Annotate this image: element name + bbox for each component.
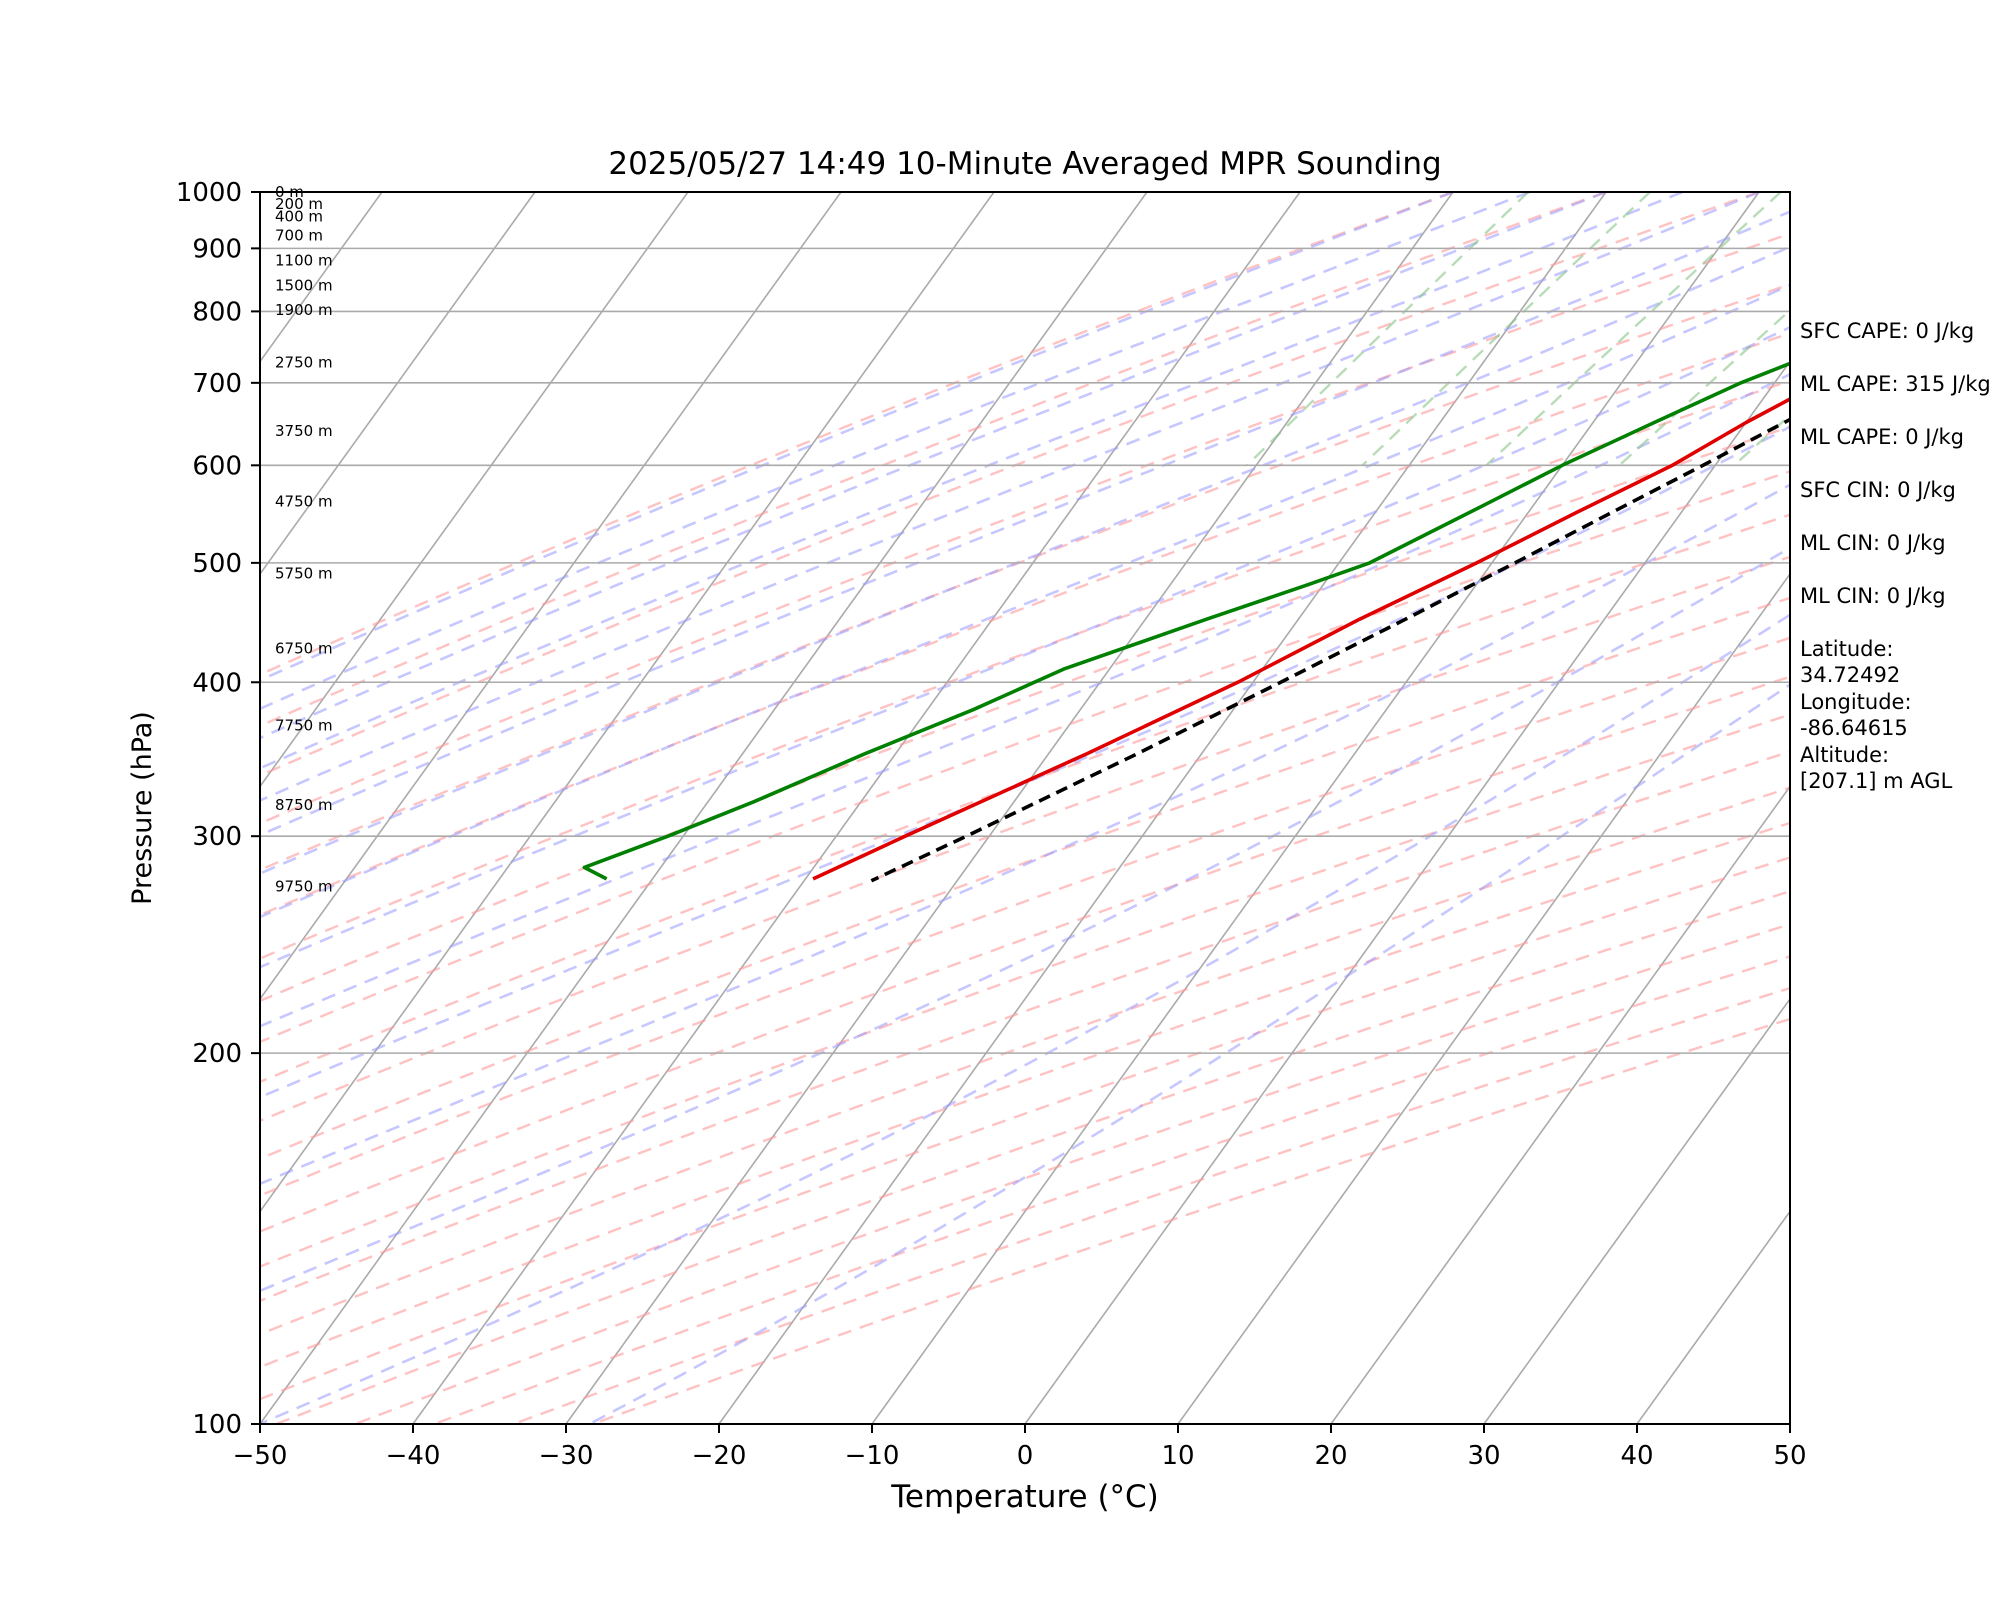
- y-tick-label: 600: [192, 451, 242, 481]
- height-label: 1500 m: [275, 276, 333, 294]
- height-label: 4750 m: [275, 492, 333, 510]
- height-label: 3750 m: [275, 422, 333, 440]
- stat-label: Longitude:: [1800, 690, 1912, 714]
- stat-label: ML CAPE: 0 J/kg: [1800, 425, 1964, 449]
- height-label: 1900 m: [275, 301, 333, 319]
- height-label: 8750 m: [275, 796, 333, 814]
- height-label: 7750 m: [275, 716, 333, 734]
- stat-label: ML CIN: 0 J/kg: [1800, 531, 1946, 555]
- stat-label: -86.64615: [1800, 716, 1908, 740]
- stat-label: ML CIN: 0 J/kg: [1800, 584, 1946, 608]
- chart-title: 2025/05/27 14:49 10-Minute Averaged MPR …: [608, 146, 1441, 182]
- x-tick-label: −30: [539, 1441, 594, 1471]
- stat-label: [207.1] m AGL: [1800, 769, 1953, 793]
- x-tick-label: 50: [1773, 1441, 1806, 1471]
- y-tick-label: 400: [192, 668, 242, 698]
- height-label: 9750 m: [275, 878, 333, 896]
- y-tick-label: 100: [192, 1410, 242, 1440]
- x-tick-label: 10: [1161, 1441, 1194, 1471]
- y-tick-label: 700: [192, 369, 242, 399]
- stat-label: SFC CIN: 0 J/kg: [1800, 478, 1956, 502]
- stat-label: Latitude:: [1800, 637, 1894, 661]
- x-tick-label: −20: [692, 1441, 747, 1471]
- x-axis-label: Temperature (°C): [890, 1479, 1159, 1515]
- stat-label: Altitude:: [1800, 743, 1889, 767]
- height-label: 6750 m: [275, 640, 333, 658]
- height-label: 700 m: [275, 226, 323, 244]
- stat-label: SFC CAPE: 0 J/kg: [1800, 319, 1974, 343]
- x-tick-label: −40: [386, 1441, 441, 1471]
- height-label: 400 m: [275, 208, 323, 226]
- height-label: 5750 m: [275, 565, 333, 583]
- y-tick-label: 900: [192, 234, 242, 264]
- x-tick-label: −10: [845, 1441, 900, 1471]
- height-label: 1100 m: [275, 251, 333, 269]
- stat-label: ML CAPE: 315 J/kg: [1800, 372, 1991, 396]
- y-tick-label: 200: [192, 1039, 242, 1069]
- y-axis-label: Pressure (hPa): [127, 711, 158, 905]
- x-tick-label: 20: [1314, 1441, 1347, 1471]
- stat-label: 34.72492: [1800, 663, 1900, 687]
- x-tick-label: 0: [1017, 1441, 1034, 1471]
- y-tick-label: 500: [192, 549, 242, 579]
- y-tick-label: 1000: [176, 178, 242, 208]
- y-tick-label: 800: [192, 297, 242, 327]
- x-tick-label: 30: [1467, 1441, 1500, 1471]
- height-label: 2750 m: [275, 354, 333, 372]
- x-tick-label: 40: [1620, 1441, 1653, 1471]
- x-tick-label: −50: [233, 1441, 288, 1471]
- y-tick-label: 300: [192, 822, 242, 852]
